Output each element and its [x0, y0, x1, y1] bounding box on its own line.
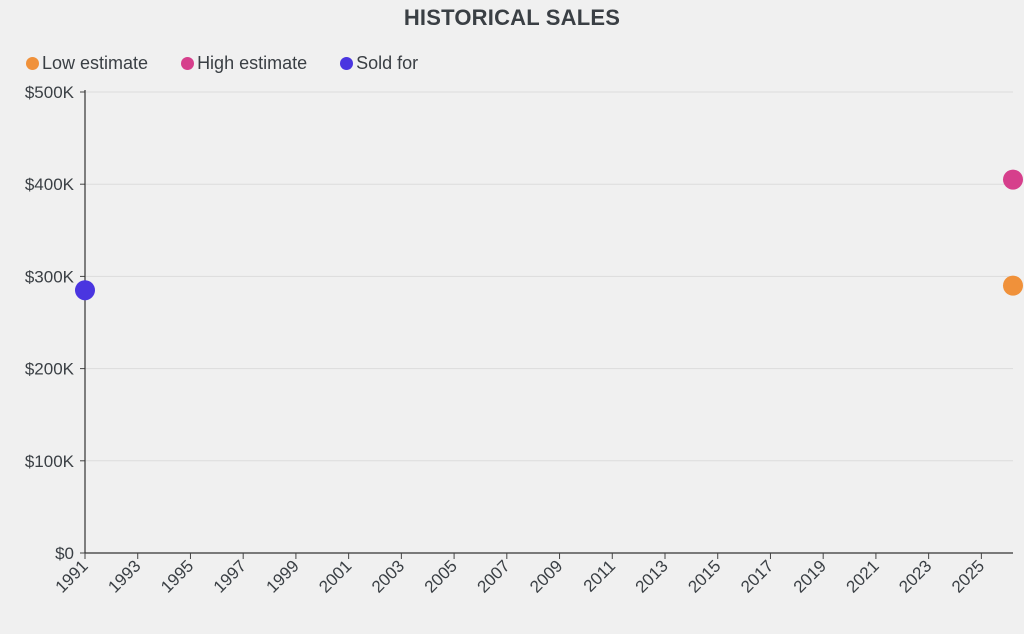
y-tick-label: $100K: [25, 452, 75, 471]
y-tick-label: $300K: [25, 267, 75, 286]
x-tick-label: 2017: [737, 556, 777, 596]
y-tick-label: $0: [55, 544, 74, 563]
x-tick-label: 1999: [263, 556, 303, 596]
x-tick-label: 2019: [790, 556, 830, 596]
legend-label-low-estimate: Low estimate: [42, 52, 149, 73]
x-tick-label: 2005: [421, 556, 461, 596]
x-tick-label: 1995: [157, 556, 197, 596]
x-tick-label: 2023: [895, 556, 935, 596]
x-tick-label: 2025: [948, 556, 988, 596]
y-tick-label: $200K: [25, 360, 75, 379]
legend-label-high-estimate: High estimate: [197, 52, 308, 73]
legend-item-low-estimate[interactable]: Low estimate: [26, 53, 148, 74]
y-tick-label: $400K: [25, 175, 75, 194]
x-tick-label: 2007: [473, 556, 513, 596]
legend-item-high-estimate[interactable]: High estimate: [181, 53, 307, 74]
y-tick-label: $500K: [25, 83, 75, 102]
chart-title: HISTORICAL SALES: [403, 5, 621, 30]
legend-swatch-low-estimate: [26, 56, 39, 70]
legend-swatch-sold-for: [340, 56, 354, 70]
x-tick-label: 2015: [684, 556, 724, 596]
x-tick-label: 1993: [104, 556, 144, 596]
legend-label-sold-for: Sold for: [356, 52, 419, 73]
x-tick-label: 2013: [632, 556, 672, 596]
data-point-high-estimate: [1003, 169, 1023, 190]
x-tick-label: 2011: [580, 556, 619, 595]
x-tick-label: 2021: [843, 556, 883, 596]
x-tick-label: 1997: [210, 556, 250, 596]
data-point-sold-for: [75, 280, 95, 301]
x-tick-label: 2001: [315, 556, 355, 596]
data-point-low-estimate: [1003, 275, 1023, 296]
x-tick-label: 2003: [368, 556, 408, 596]
legend-item-sold-for[interactable]: Sold for: [340, 53, 418, 74]
legend: Low estimate High estimate Sold for: [26, 51, 451, 75]
legend-swatch-high-estimate: [181, 56, 195, 70]
x-tick-label: 2009: [526, 556, 566, 596]
